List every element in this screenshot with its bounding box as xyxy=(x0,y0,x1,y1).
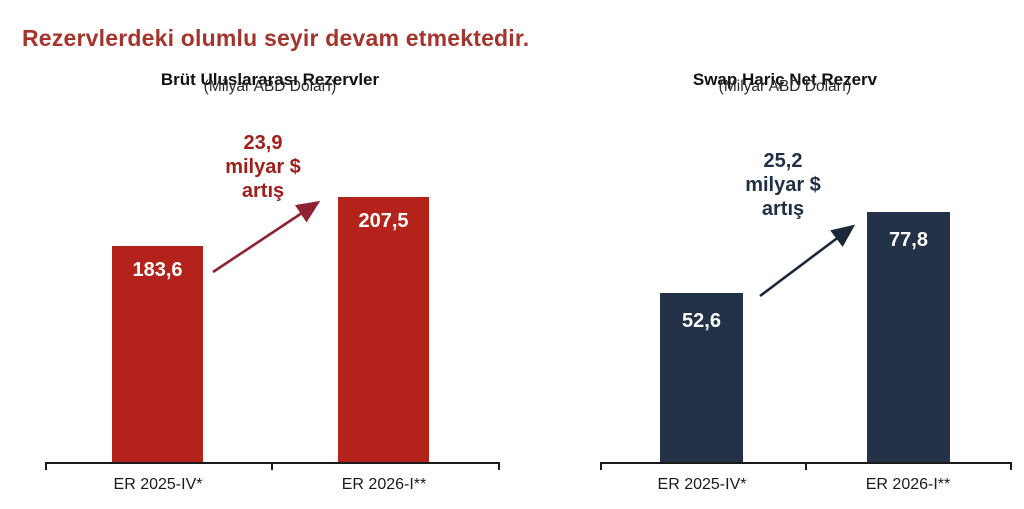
x-axis-label: ER 2026-I** xyxy=(865,476,951,493)
annotation-line: 23,9 xyxy=(243,132,283,154)
x-axis-label: ER 2026-I** xyxy=(341,476,427,493)
axis-tick xyxy=(1010,462,1012,470)
bar-er-2026-i: 77,8 xyxy=(867,212,950,463)
increase-arrow-icon xyxy=(212,200,321,274)
chart-subtitle: (Milyar ABD Doları) xyxy=(203,78,337,95)
page-title: Rezervlerdeki olumlu seyir devam etmekte… xyxy=(22,25,530,52)
annotation-line: milyar $ xyxy=(745,174,821,196)
annotation-line: artış xyxy=(241,180,285,202)
chart-title: Brüt Uluslararası Rezervler xyxy=(160,70,380,90)
increase-arrow-icon xyxy=(759,224,856,298)
axis-tick xyxy=(271,462,273,470)
bar-er-2025-iv: 52,6 xyxy=(660,293,743,463)
annotation-line: 25,2 xyxy=(763,150,803,172)
bar-value-label: 183,6 xyxy=(132,259,183,281)
bar-value-label: 77,8 xyxy=(889,229,928,251)
axis-tick xyxy=(45,462,47,470)
bar-value-label: 207,5 xyxy=(358,210,409,232)
increase-annotation: 23,9 milyar $ artış xyxy=(188,131,338,203)
axis-tick xyxy=(805,462,807,470)
axis-tick xyxy=(498,462,500,470)
increase-annotation: 25,2 milyar $ artış xyxy=(708,149,858,221)
axis-tick xyxy=(600,462,602,470)
chart-subtitle: (Milyar ABD Doları) xyxy=(718,78,852,95)
bar-er-2026-i: 207,5 xyxy=(338,197,429,463)
chart-title: Swap Hariç Net Rezerv xyxy=(692,70,878,90)
annotation-line: artış xyxy=(761,198,805,220)
x-axis-label: ER 2025-IV* xyxy=(657,476,747,493)
annotation-line: milyar $ xyxy=(225,156,301,178)
x-axis-label: ER 2025-IV* xyxy=(113,476,203,493)
bar-er-2025-iv: 183,6 xyxy=(112,246,203,463)
bar-value-label: 52,6 xyxy=(682,310,721,332)
